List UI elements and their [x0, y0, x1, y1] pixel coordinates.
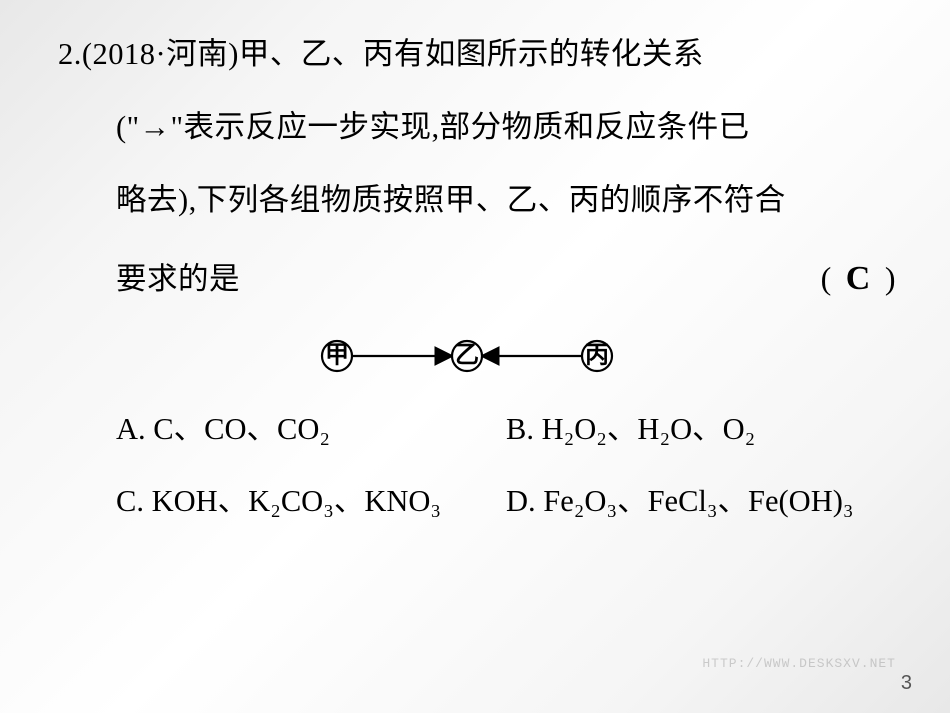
paren-open: ( [821, 260, 832, 296]
diagram-svg: 甲乙丙 [297, 331, 657, 381]
stem-line4: 要求的是 [116, 243, 240, 316]
stem-line1: 甲、乙、丙有如图所示的转化关系 [239, 37, 704, 71]
svg-text:乙: 乙 [455, 343, 479, 369]
answer-letter: C [832, 260, 885, 297]
question-number: 2. [58, 37, 82, 71]
slide-content: 2.(2018·河南)甲、乙、丙有如图所示的转化关系 ("→"表示反应一步实现,… [58, 18, 896, 520]
options-grid: A. C、CO、CO₂B. H₂O₂、H₂O、O₂C. KOH、K₂CO₃、KN… [58, 404, 896, 520]
page-number: 3 [901, 672, 912, 695]
stem-line2: ("→"表示反应一步实现,部分物质和反应条件已 [58, 91, 896, 164]
svg-text:丙: 丙 [585, 343, 609, 369]
conversion-diagram: 甲乙丙 [58, 331, 896, 386]
stem-line3: 略去),下列各组物质按照甲、乙、丙的顺序不符合 [58, 164, 896, 237]
question-stem: 2.(2018·河南)甲、乙、丙有如图所示的转化关系 [58, 18, 896, 91]
option-b: B. H₂O₂、H₂O、O₂ [506, 404, 896, 448]
option-a: A. C、CO、CO₂ [116, 404, 506, 448]
svg-text:甲: 甲 [325, 343, 349, 369]
watermark: HTTP://WWW.DESKSXV.NET [702, 656, 896, 671]
question-source: (2018·河南) [82, 37, 239, 71]
stem-line4-row: 要求的是 (C) [58, 238, 896, 320]
option-d: D. Fe₂O₃、FeCl₃、Fe(OH)₃ [506, 476, 896, 520]
paren-close: ) [885, 260, 896, 296]
answer-blank: (C) [821, 238, 896, 320]
option-c: C. KOH、K₂CO₃、KNO₃ [116, 476, 506, 520]
